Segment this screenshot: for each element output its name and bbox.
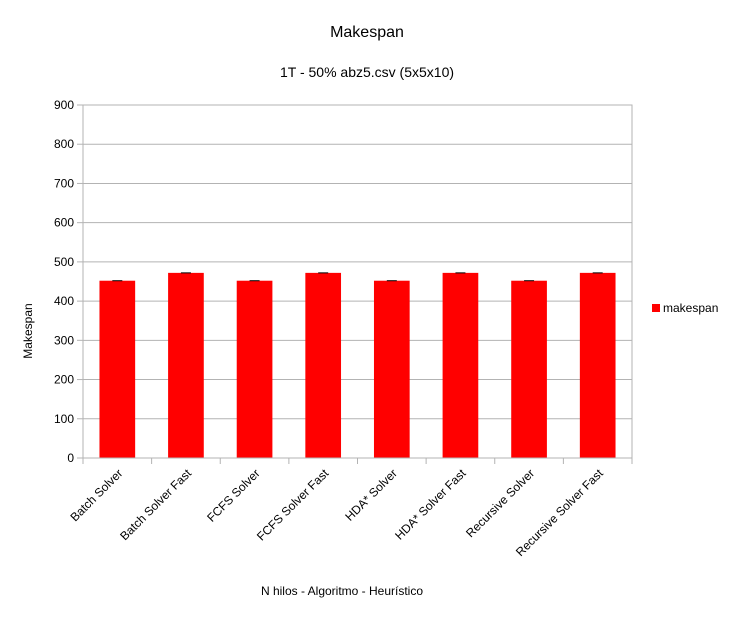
y-axis-label: Makespan xyxy=(21,303,35,358)
x-tick-label: Batch Solver Fast xyxy=(117,466,194,543)
x-tick-label: Recursive Solver xyxy=(463,466,537,540)
y-tick-label: 300 xyxy=(54,333,74,347)
legend-label-makespan: makespan xyxy=(663,301,718,315)
gridlines xyxy=(83,104,632,459)
chart-subtitle: 1T - 50% abz5.csv (5x5x10) xyxy=(280,64,454,80)
bar-8 xyxy=(579,272,616,458)
y-tick-label: 600 xyxy=(54,216,74,230)
bar-7 xyxy=(511,280,547,458)
bar-2 xyxy=(168,272,204,458)
bar-4 xyxy=(305,272,342,458)
legend: makespan xyxy=(652,301,718,315)
x-tick-label: Batch Solver xyxy=(67,466,125,524)
plot-frame xyxy=(82,104,633,459)
chart-title: Makespan xyxy=(330,24,404,41)
y-tick-label: 200 xyxy=(54,373,74,387)
x-tick-label: FCFS Solver xyxy=(204,466,262,524)
bars xyxy=(99,272,616,458)
bar-6 xyxy=(442,272,479,458)
y-tick-label: 900 xyxy=(54,98,74,112)
x-tick-label: HDA* Solver Fast xyxy=(392,466,469,543)
y-tick-label: 700 xyxy=(54,176,74,190)
y-tick-label: 100 xyxy=(54,412,74,426)
y-tick-label: 500 xyxy=(54,255,74,269)
bar-1 xyxy=(99,280,136,458)
y-tick-label: 800 xyxy=(54,137,74,151)
y-tick-label: 0 xyxy=(67,451,74,465)
y-tick-label: 400 xyxy=(54,294,74,308)
x-tick-label: FCFS Solver Fast xyxy=(254,466,332,544)
legend-swatch-makespan xyxy=(652,304,660,312)
bar-5 xyxy=(373,280,410,458)
x-axis-label: N hilos - Algoritmo - Heurístico xyxy=(261,584,423,598)
x-tick-label: HDA* Solver xyxy=(342,466,400,524)
bar-3 xyxy=(236,280,273,458)
